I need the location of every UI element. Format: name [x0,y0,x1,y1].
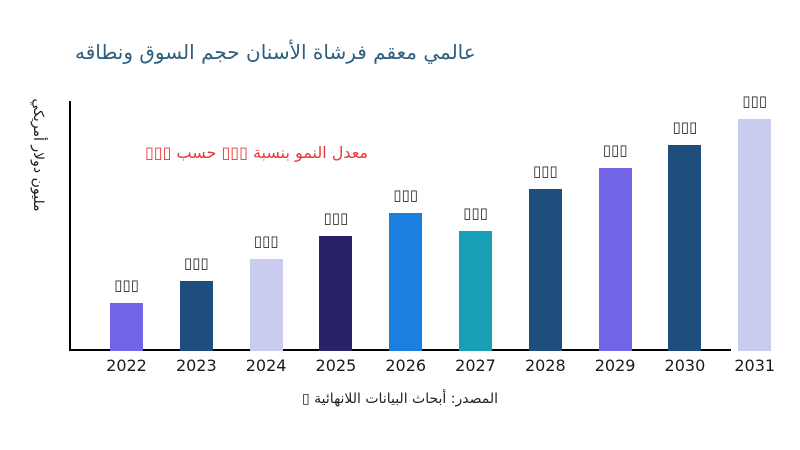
bar-value-label: ▯▯▯ [393,186,419,204]
bar-value-label: ▯▯▯ [532,162,558,180]
x-tick-label: 2029 [594,356,636,375]
bar-value-label: ▯▯▯ [183,254,209,272]
x-tick-label: 2024 [245,356,287,375]
source-note: المصدر: أبحاث البيانات اللانهائية ▯ [302,391,498,407]
x-tick-label: 2026 [385,356,427,375]
x-tick-label: 2028 [524,356,566,375]
chart-title: عالمي معقم فرشاة الأسنان حجم السوق ونطاق… [75,40,476,64]
bar-value-label: ▯▯▯ [253,232,279,250]
x-tick-label: 2022 [106,356,147,375]
x-tick-label: 2031 [734,356,776,375]
bar [668,145,702,351]
bar-value-label: ▯▯▯ [672,118,698,136]
growth-rate-annotation: معدل النمو بنسبة ▯▯▯ حسب ▯▯▯ [145,143,369,162]
bar [459,231,492,351]
x-tick-label: 2023 [175,356,217,375]
bar-value-label: ▯▯▯ [114,276,139,294]
bar-value-label: ▯▯▯ [323,209,349,227]
bar [179,281,213,351]
bar-value-label: ▯▯▯ [463,204,488,222]
bar [528,189,562,351]
bar [110,303,143,351]
bar-value-label: ▯▯▯ [742,92,768,110]
bar-value-label: ▯▯▯ [602,141,628,159]
bar [319,236,353,351]
bar [249,259,283,351]
bar [738,119,772,351]
bar [389,213,423,351]
y-axis-line [69,101,71,351]
x-tick-label: 2027 [455,356,496,375]
bar [598,168,632,351]
x-tick-label: 2025 [315,356,357,375]
y-axis-label: مليون دولار أمريكي [30,98,46,212]
x-tick-label: 2030 [664,356,706,375]
